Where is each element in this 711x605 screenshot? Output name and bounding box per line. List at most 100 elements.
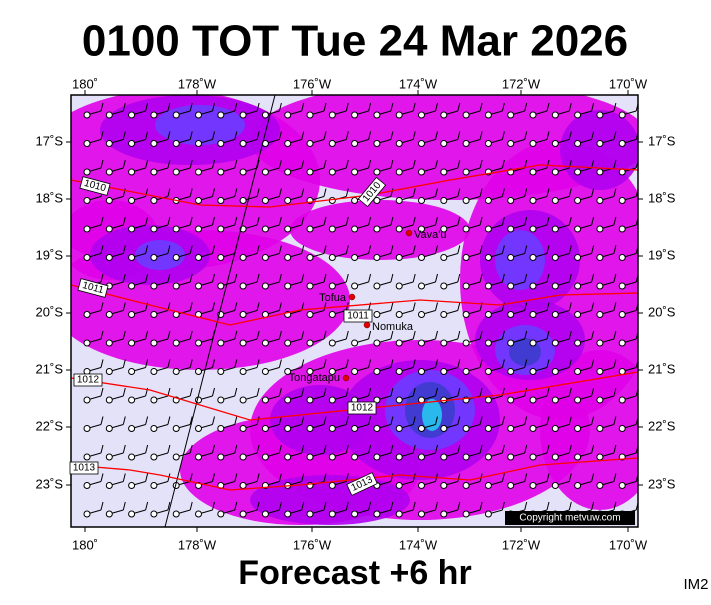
wind-barb-flag [435,330,438,340]
wind-station [596,311,604,318]
wind-station [418,368,425,375]
wind-station [217,453,225,461]
wind-station [150,111,158,119]
wind-station [507,225,515,233]
wind-barb-flag [546,245,550,254]
wind-station [195,453,202,461]
wind-station [195,425,202,432]
wind-station [484,425,492,432]
wind-station [484,225,492,233]
wind-barb-flag [167,416,171,425]
wind-station [328,510,336,518]
wind-barb-flag [345,416,349,425]
wind-barb-flag [122,416,126,425]
wind-station [195,197,202,204]
wind-station [284,140,292,147]
wind-station [284,339,292,347]
wind-station [128,510,136,518]
wind-barb-flag [212,131,215,140]
wind-barb-flag [301,216,305,226]
place-marker [363,321,371,329]
wind-barb-flag [524,473,528,482]
copyright-box [505,511,635,525]
wind-barb-flag [189,416,193,425]
wind-barb-flag [457,188,461,197]
wind-barb-flag [323,359,327,368]
wind-station [261,254,269,261]
wind-barb-flag [345,102,349,112]
wind-barb-flag [301,416,305,425]
wind-station [395,396,403,404]
wind-station [418,111,425,119]
wind-station [150,282,158,290]
wind-station [328,254,336,261]
wind-station [462,111,470,119]
wind-station [105,225,113,233]
wind-station [239,311,247,318]
wind-barb-flag [591,302,595,311]
wind-barb-flag [368,159,372,169]
wind-barb-flag [100,131,104,140]
wind-barb-flag [412,131,416,140]
wind-station [83,396,91,404]
wind-barb-flag [457,131,461,140]
wind-station [574,282,582,290]
wind-station [373,225,381,233]
wind-station [83,482,91,489]
wind-barb-flag [591,330,595,340]
wind-barb-flag [100,416,104,425]
wind-barb-flag [189,273,193,283]
wind-station [529,140,537,147]
wind-barb-flag [435,416,438,425]
wind-barb-flag [390,473,394,482]
wind-barb-flag [256,273,260,283]
wind-barb-flag [167,444,171,454]
wind-station [373,396,381,404]
wind-station [306,282,314,290]
lon-label-top: 172˚W [502,76,541,91]
wind-barb-flag [613,245,617,254]
wind-barb-flag [390,273,394,283]
wind-barb-flag [479,416,483,425]
wind-station [351,225,359,233]
wind-barb-flag [145,131,149,140]
wind-station [596,282,604,290]
wind-barb-flag [278,159,282,169]
wind-barb-flag [546,387,550,397]
wind-barb-flag [368,245,372,254]
wind-barb-flag [457,416,461,425]
wind-station [618,425,626,432]
wind-station [284,197,292,204]
wind-barb-flag [212,444,215,454]
wind-barb-flag [256,359,260,368]
wind-station [395,339,403,347]
wind-station [284,368,292,375]
wind-barb-flag [412,245,416,254]
wind-barb-flag [613,416,617,425]
wind-station [328,453,336,461]
wind-barb-flag [568,131,572,140]
wind-station [105,339,113,347]
place-name: Vava'u [414,229,446,241]
wind-station [261,368,269,375]
wind-station [418,482,425,489]
wind-station [507,311,515,318]
wind-station [351,140,359,147]
lat-label-left: 18˚S [36,190,64,205]
wind-barb-flag [278,245,282,254]
wind-station [462,254,470,261]
wind-barb-flag [568,273,572,283]
wind-barb-flag [435,216,438,226]
wind-station [83,225,91,233]
wind-station [128,396,136,404]
wind-barb-flag [234,473,238,482]
wind-station [328,282,336,290]
wind-station [373,339,381,347]
wind-station [150,396,158,404]
lon-label-bottom: 176˚W [293,537,332,552]
wind-station [306,510,314,518]
wind-barb-flag [234,273,238,283]
wind-station [373,510,381,518]
wind-station [507,453,515,461]
wind-barb-flag [234,501,238,511]
